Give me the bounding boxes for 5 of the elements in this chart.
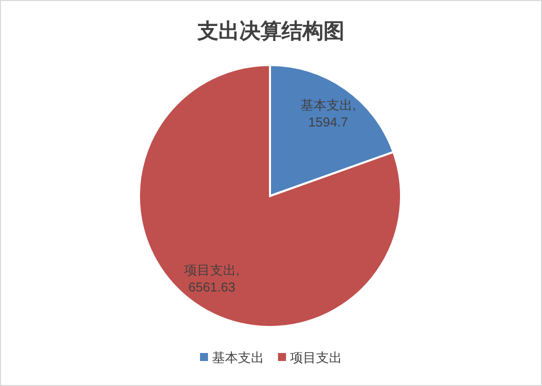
data-label: 项目支出, 6561.63 [184, 262, 240, 294]
chart-title: 支出决算结构图 [196, 18, 344, 43]
data-label: 基本支出, 1594.7 [300, 98, 356, 130]
legend-label: 项目支出 [290, 350, 342, 365]
legend-label: 基本支出 [212, 350, 264, 365]
